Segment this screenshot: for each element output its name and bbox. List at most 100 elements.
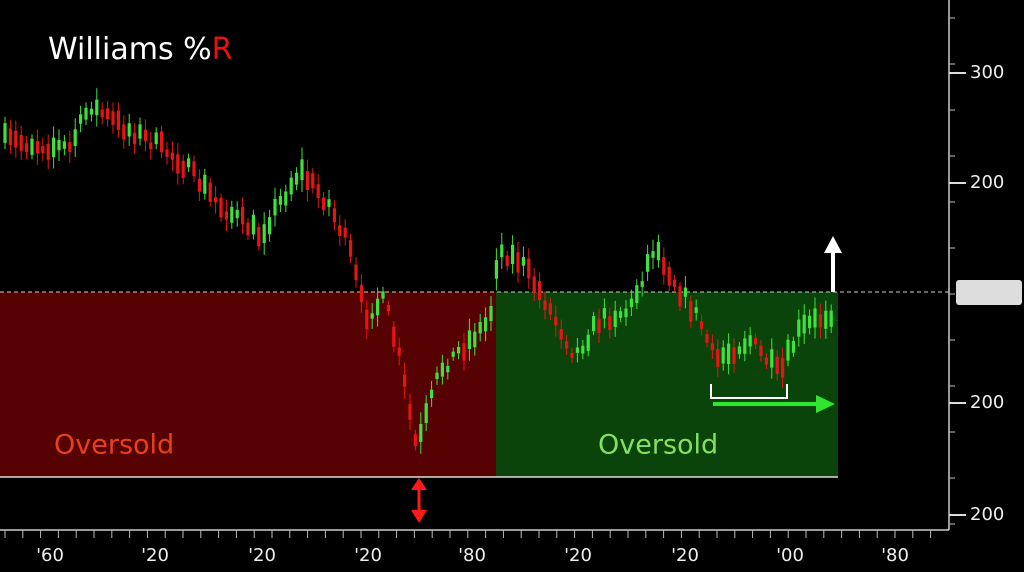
candle-body — [511, 244, 515, 264]
candle-body — [516, 252, 520, 273]
candle-body — [246, 222, 250, 236]
candle-body — [635, 285, 639, 304]
candle-body — [251, 214, 255, 235]
candle-body — [133, 132, 137, 145]
candle-body — [451, 351, 455, 357]
candle-body — [30, 138, 34, 155]
candle-body — [710, 343, 714, 350]
green-arrow — [713, 395, 835, 413]
x-tick-label: '20 — [564, 545, 592, 566]
candle-body — [52, 137, 56, 158]
candle-body — [462, 343, 466, 361]
candle-body — [527, 258, 531, 279]
candle-body — [338, 225, 342, 237]
candle-body — [219, 197, 223, 218]
candle-body — [543, 300, 547, 310]
candle-body — [629, 298, 633, 308]
candle-body — [397, 347, 401, 356]
candle-body — [646, 254, 650, 272]
bracket — [710, 384, 788, 399]
chart-title: Williams %R — [48, 32, 232, 67]
candle-body — [149, 142, 153, 150]
candle-body — [8, 128, 12, 146]
candle-body — [116, 110, 120, 130]
candle-body — [365, 309, 369, 330]
candle-body — [694, 307, 698, 313]
candle-body — [349, 240, 353, 257]
candle-body — [754, 338, 758, 345]
zone-label: Oversold — [54, 430, 174, 461]
y-tick-label: 200 — [970, 504, 1004, 525]
candle-body — [548, 303, 552, 315]
candle-body — [305, 171, 309, 190]
candle-body — [62, 141, 66, 149]
candle-body — [284, 191, 288, 206]
x-tick-label: '20 — [354, 545, 382, 566]
candle-body — [408, 403, 412, 420]
candle-body — [311, 173, 315, 189]
candle-body — [203, 174, 207, 194]
candle-body — [122, 124, 126, 140]
candle-body — [759, 345, 763, 357]
candle-body — [176, 154, 180, 174]
candle-body — [521, 256, 525, 266]
candle-body — [403, 374, 407, 387]
candle-body — [95, 99, 99, 116]
candle-body — [602, 308, 606, 319]
candle-body — [565, 341, 569, 349]
candle-body — [89, 108, 93, 115]
candle-body — [689, 301, 693, 322]
candle-body — [808, 315, 812, 329]
candle-body — [824, 310, 828, 329]
candle-body — [273, 198, 277, 216]
candle-body — [457, 346, 461, 354]
y-tick-label: 200 — [970, 172, 1004, 193]
candle-body — [764, 357, 768, 365]
candle-body — [376, 298, 380, 316]
candle-body — [781, 358, 785, 378]
x-tick-label: '20 — [671, 545, 699, 566]
candle-body — [84, 107, 88, 120]
candle-body — [721, 347, 725, 364]
level-box — [956, 280, 1022, 305]
candle-body — [41, 146, 45, 154]
candle-body — [586, 334, 590, 351]
candle-body — [667, 266, 671, 286]
candle-body — [57, 139, 61, 151]
candle-body — [775, 356, 779, 375]
candle-body — [268, 217, 272, 235]
candle-body — [106, 108, 110, 120]
candle-body — [100, 109, 104, 118]
candle-body — [440, 362, 444, 377]
candle-body — [592, 316, 596, 332]
candle-body — [791, 340, 795, 353]
candle-body — [413, 434, 417, 446]
candle-body — [716, 348, 720, 367]
candle-body — [581, 345, 585, 354]
candle-body — [381, 291, 385, 299]
candle-body — [505, 255, 509, 267]
title-accent: R — [212, 32, 233, 67]
candle-body — [289, 177, 293, 195]
candle-body — [46, 143, 50, 160]
candle-body — [170, 152, 174, 160]
candle-body — [332, 208, 336, 223]
candles — [3, 88, 833, 454]
white-arrow — [824, 236, 842, 292]
candle-body — [79, 114, 83, 124]
title-text: Williams % — [48, 32, 212, 67]
x-tick-label: '80 — [458, 545, 486, 566]
candle-body — [14, 130, 18, 148]
candle-body — [494, 260, 498, 279]
candle-body — [656, 242, 660, 261]
candle-body — [700, 321, 704, 329]
candle-body — [500, 244, 504, 258]
candle-body — [419, 424, 423, 442]
candle-body — [386, 304, 390, 312]
candle-body — [359, 284, 363, 303]
candle-body — [262, 224, 266, 243]
x-tick-label: '80 — [881, 545, 909, 566]
candle-body — [829, 310, 833, 327]
candle-body — [435, 372, 439, 379]
candle-body — [678, 286, 682, 307]
